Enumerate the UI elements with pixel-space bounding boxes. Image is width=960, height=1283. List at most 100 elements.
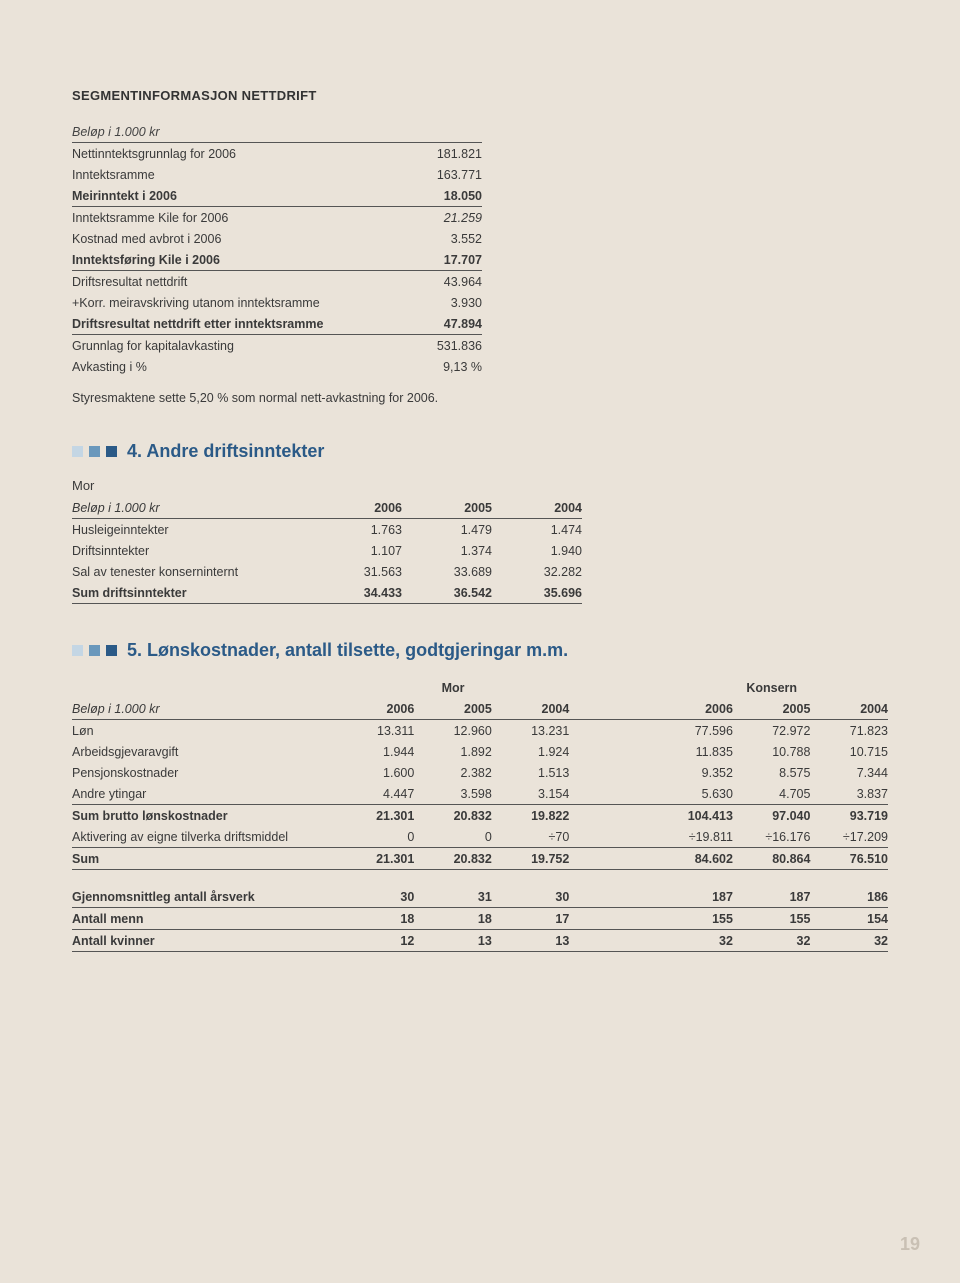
row-label: Andre ytingar — [72, 783, 337, 805]
section2-heading: 4. Andre driftsinntekter — [72, 441, 888, 462]
row-value: 21.301 — [337, 805, 415, 826]
row-value: 155 — [733, 908, 811, 930]
row-value: 187 — [655, 886, 733, 908]
row-value: 1.763 — [312, 519, 402, 540]
segment-table: Beløp i 1.000 kr Nettinntektsgrunnlag fo… — [72, 121, 482, 377]
table-row: Grunnlag for kapitalavkasting531.836 — [72, 335, 482, 356]
group-header-konsern: Konsern — [733, 677, 811, 698]
row-label: Avkasting i % — [72, 356, 420, 377]
group-header-mor: Mor — [414, 677, 492, 698]
gap-cell — [569, 826, 655, 848]
t2-year: 2004 — [492, 497, 582, 519]
table-row: Inntektsføring Kile i 200617.707 — [72, 249, 482, 271]
row-value: 30 — [492, 886, 570, 908]
row-value: 21.259 — [420, 207, 482, 228]
row-value: 17 — [492, 908, 570, 930]
row-value: 32.282 — [492, 561, 582, 582]
t3-year: 2006 — [337, 698, 415, 720]
t3-year: 2006 — [655, 698, 733, 720]
row-value: 531.836 — [420, 335, 482, 356]
table-row: Antall kvinner121313323232 — [72, 930, 888, 952]
section3-heading: 5. Lønskostnader, antall tilsette, godtg… — [72, 640, 888, 661]
row-label: Driftsresultat nettdrift — [72, 271, 420, 292]
table-row: Meirinntekt i 200618.050 — [72, 185, 482, 207]
row-value: 1.107 — [312, 540, 402, 561]
row-value: 4.705 — [733, 783, 811, 805]
row-value: 1.600 — [337, 762, 415, 783]
row-value: 76.510 — [810, 848, 888, 870]
square-icon — [89, 645, 100, 656]
row-label: Grunnlag for kapitalavkasting — [72, 335, 420, 356]
table-row: Inntektsramme Kile for 200621.259 — [72, 207, 482, 228]
row-label: Kostnad med avbrot i 2006 — [72, 228, 420, 249]
row-value: 12 — [337, 930, 415, 952]
table-row: Gjennomsnittleg antall årsverk3031301871… — [72, 886, 888, 908]
t2-year: 2006 — [312, 497, 402, 519]
row-value: 3.598 — [414, 783, 492, 805]
t3-caption: Beløp i 1.000 kr — [72, 698, 337, 720]
row-label: Meirinntekt i 2006 — [72, 185, 420, 207]
gap-cell — [569, 908, 655, 930]
row-value: 71.823 — [810, 720, 888, 741]
t3-year: 2005 — [414, 698, 492, 720]
row-value: ÷17.209 — [810, 826, 888, 848]
gap-cell — [569, 741, 655, 762]
row-value: 19.822 — [492, 805, 570, 826]
table-row: Andre ytingar4.4473.5983.1545.6304.7053.… — [72, 783, 888, 805]
row-value: 36.542 — [402, 582, 492, 604]
section2-subhead: Mor — [72, 478, 888, 493]
row-value: 20.832 — [414, 805, 492, 826]
row-value: 9,13 % — [420, 356, 482, 377]
section1-title: SEGMENTINFORMASJON NETTDRIFT — [72, 88, 888, 103]
row-value: 7.344 — [810, 762, 888, 783]
table-row: Pensjonskostnader1.6002.3821.5139.3528.5… — [72, 762, 888, 783]
gap-cell — [569, 805, 655, 826]
row-value: ÷16.176 — [733, 826, 811, 848]
row-value: 31.563 — [312, 561, 402, 582]
row-label: Antall menn — [72, 908, 337, 930]
row-value: 31 — [414, 886, 492, 908]
row-label: Driftsinntekter — [72, 540, 312, 561]
row-value: 32 — [655, 930, 733, 952]
row-label: Pensjonskostnader — [72, 762, 337, 783]
row-value: 187 — [733, 886, 811, 908]
row-value: 20.832 — [414, 848, 492, 870]
row-value: 18 — [337, 908, 415, 930]
row-value: 77.596 — [655, 720, 733, 741]
page-number: 19 — [900, 1234, 920, 1255]
row-label: Sum brutto lønskostnader — [72, 805, 337, 826]
row-value: 13.231 — [492, 720, 570, 741]
row-label: Løn — [72, 720, 337, 741]
row-value: 30 — [337, 886, 415, 908]
driftsinntekter-table: Beløp i 1.000 kr 2006 2005 2004 Husleige… — [72, 497, 582, 604]
section1-note: Styresmaktene sette 5,20 % som normal ne… — [72, 391, 888, 405]
gap-cell — [569, 720, 655, 741]
row-value: 18 — [414, 908, 492, 930]
table-row: Sum driftsinntekter34.43336.54235.696 — [72, 582, 582, 604]
row-value: 1.479 — [402, 519, 492, 540]
gap-cell — [569, 930, 655, 952]
lonskostnader-table: Mor Konsern Beløp i 1.000 kr 2006 2005 2… — [72, 677, 888, 952]
row-label: Inntektsramme — [72, 164, 420, 185]
row-label: Arbeidsgjevaravgift — [72, 741, 337, 762]
table-row: Driftsresultat nettdrift etter inntektsr… — [72, 313, 482, 335]
table-row: Avkasting i %9,13 % — [72, 356, 482, 377]
row-value: 4.447 — [337, 783, 415, 805]
row-label: Inntektsramme Kile for 2006 — [72, 207, 420, 228]
row-value: 84.602 — [655, 848, 733, 870]
row-value: 72.972 — [733, 720, 811, 741]
row-value: 104.413 — [655, 805, 733, 826]
table-row: Sal av tenester konserninternt31.56333.6… — [72, 561, 582, 582]
row-value: 34.433 — [312, 582, 402, 604]
table-row: Kostnad med avbrot i 20063.552 — [72, 228, 482, 249]
row-value: 97.040 — [733, 805, 811, 826]
square-icon — [72, 645, 83, 656]
row-label: Sal av tenester konserninternt — [72, 561, 312, 582]
row-value: 155 — [655, 908, 733, 930]
row-value: 10.715 — [810, 741, 888, 762]
row-label: Antall kvinner — [72, 930, 337, 952]
t2-caption: Beløp i 1.000 kr — [72, 497, 312, 519]
row-value: 18.050 — [420, 185, 482, 207]
row-value: 1.940 — [492, 540, 582, 561]
row-label: Driftsresultat nettdrift etter inntektsr… — [72, 313, 420, 335]
